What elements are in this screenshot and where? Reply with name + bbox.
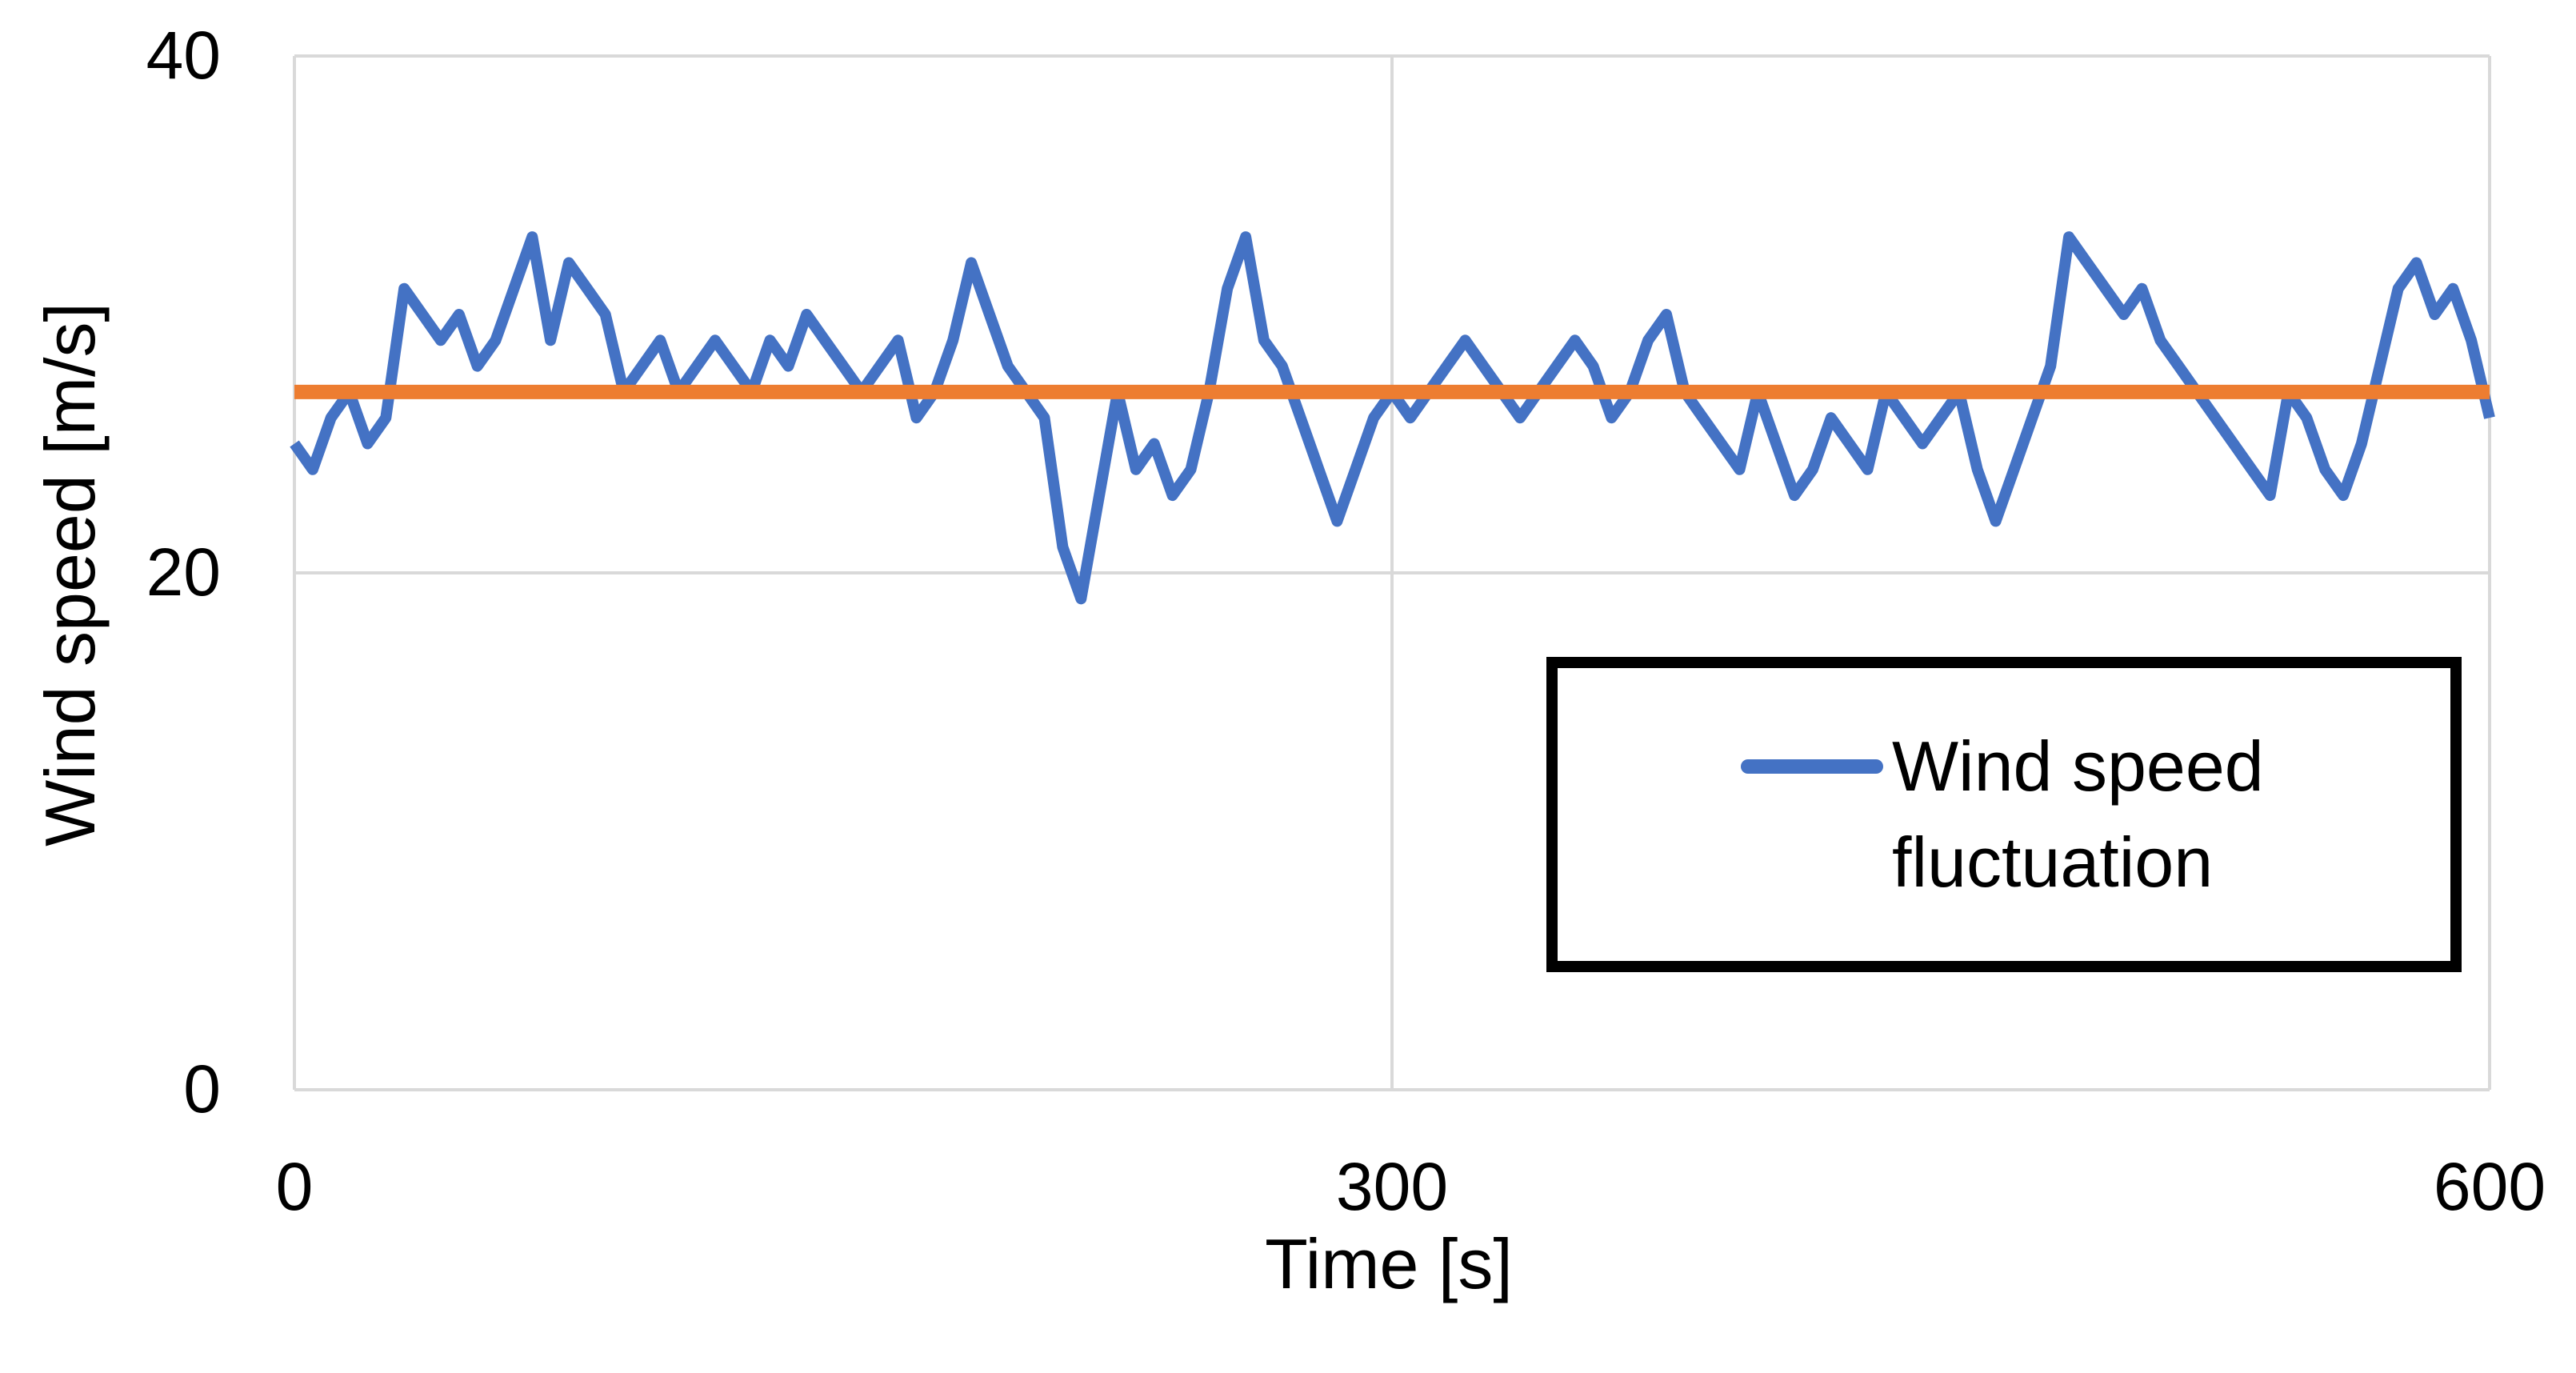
y-tick-label: 0 bbox=[183, 1051, 221, 1127]
legend-box bbox=[1546, 657, 2462, 972]
y-tick-label: 40 bbox=[146, 18, 221, 93]
grid-lines bbox=[294, 54, 2491, 1090]
tick-labels: 0 20 40 0 300 600 bbox=[146, 18, 2546, 1224]
axes bbox=[293, 56, 2490, 1091]
y-tick-label: 20 bbox=[146, 534, 221, 610]
y-axis-label: Wind speed [m/s] bbox=[30, 302, 110, 847]
x-tick-label: 600 bbox=[2434, 1149, 2546, 1224]
x-axis-label: Time [s] bbox=[1265, 1224, 1513, 1303]
legend: Wind speed fluctuation bbox=[1546, 657, 2462, 972]
x-tick-label: 0 bbox=[276, 1149, 314, 1224]
legend-label-wind-speed: Wind speed fluctuation bbox=[1892, 727, 2283, 902]
legend-label-line-2: fluctuation bbox=[1892, 823, 2213, 902]
legend-label-line-1: Wind speed bbox=[1892, 727, 2264, 806]
series-layer bbox=[290, 231, 2495, 605]
x-tick-label: 300 bbox=[1336, 1149, 1448, 1224]
